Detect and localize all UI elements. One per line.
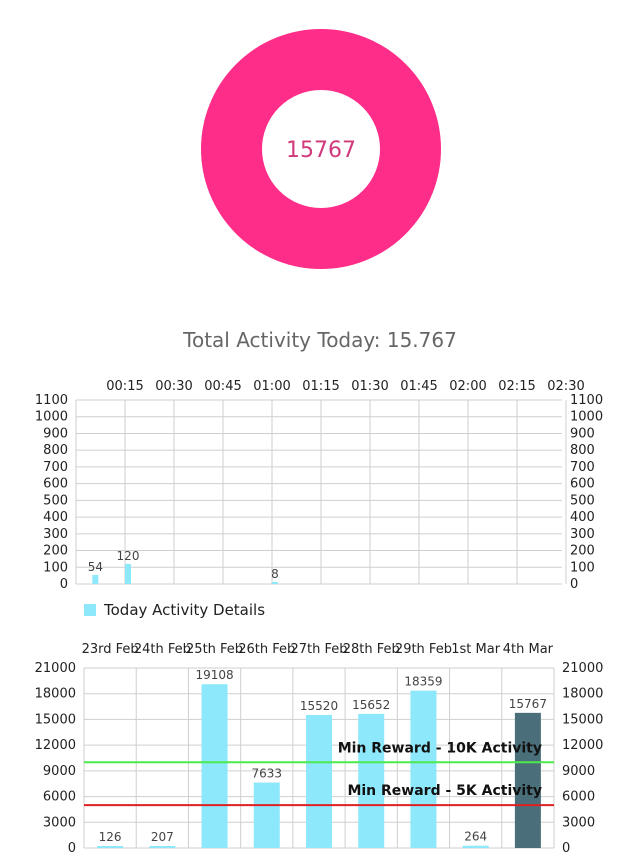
bar (201, 684, 228, 848)
y-tick-label-left: 21000 (35, 661, 76, 676)
x-tick-label: 00:15 (106, 379, 143, 394)
y-tick-label-left: 18000 (35, 687, 76, 702)
hourly-chart-legend: Today Activity Details (84, 601, 265, 619)
bar (97, 846, 124, 848)
x-tick-label: 00:45 (204, 379, 241, 394)
y-tick-label-left: 100 (43, 560, 68, 575)
x-tick-label: 24th Feb (134, 642, 191, 657)
x-tick-label: 02:00 (449, 379, 486, 394)
x-tick-label: 02:30 (547, 379, 584, 394)
bar (410, 690, 437, 848)
x-tick-label: 01:00 (253, 379, 290, 394)
y-tick-label-left: 12000 (35, 738, 76, 753)
y-tick-label-right: 15000 (562, 712, 603, 727)
daily-activity-chart: 0 0 3000 3000 6000 6000 9000 9000 12000 12000 1500… (35, 642, 604, 856)
x-tick-label: 01:45 (400, 379, 437, 394)
y-tick-label-right: 3000 (562, 815, 595, 830)
bar (462, 845, 489, 848)
bar-value-label: 15767 (509, 697, 547, 711)
y-tick-label-right: 800 (570, 443, 595, 458)
x-tick-label: 4th Mar (503, 642, 554, 657)
x-tick-label: 29th Feb (395, 642, 452, 657)
x-tick-label: 02:15 (498, 379, 535, 394)
bar (306, 714, 332, 848)
x-tick-label: 26th Feb (238, 642, 295, 657)
donut-center-value: 15767 (286, 138, 356, 163)
y-tick-label-left: 600 (43, 477, 68, 492)
x-tick-label: 01:15 (302, 379, 339, 394)
y-tick-label-right: 600 (570, 477, 595, 492)
y-tick-label-left: 9000 (43, 764, 76, 779)
y-tick-label-right: 0 (570, 577, 578, 592)
y-tick-label-left: 400 (43, 510, 68, 525)
activity-donut-chart: 15767 (201, 29, 441, 269)
legend-swatch (84, 604, 96, 616)
y-tick-label-right: 21000 (562, 661, 603, 676)
reference-line-label: Min Reward - 5K Activity (347, 783, 542, 799)
bar (253, 782, 280, 848)
bar-value-label: 264 (464, 830, 487, 844)
y-tick-label-right: 9000 (562, 764, 595, 779)
y-tick-label-right: 500 (570, 493, 595, 508)
y-tick-label-right: 6000 (562, 790, 595, 805)
y-tick-label-right: 300 (570, 527, 595, 542)
bar-value-label: 18359 (404, 675, 442, 689)
bar-value-label: 15652 (352, 698, 390, 712)
x-tick-label: 28th Feb (343, 642, 400, 657)
bar (514, 712, 541, 848)
y-tick-label-left: 0 (60, 577, 68, 592)
y-tick-label-left: 3000 (43, 815, 76, 830)
donut-ring (201, 29, 441, 269)
bar-value-label: 120 (117, 549, 140, 563)
bar-value-label: 7633 (252, 767, 283, 781)
x-tick-label: 00:30 (155, 379, 192, 394)
y-tick-label-right: 200 (570, 544, 595, 559)
y-tick-label-left: 700 (43, 460, 68, 475)
bar (92, 574, 99, 584)
bar (125, 563, 131, 584)
bar-value-label: 19108 (195, 668, 233, 682)
reference-line-label: Min Reward - 10K Activity (338, 740, 542, 756)
y-tick-label-right: 1000 (570, 410, 603, 425)
bar (149, 846, 176, 848)
y-tick-label-left: 1100 (35, 393, 68, 408)
y-tick-label-left: 800 (43, 443, 68, 458)
y-tick-label-right: 700 (570, 460, 595, 475)
bar (272, 582, 278, 584)
total-activity-today: Total Activity Today: 15.767 (183, 328, 457, 352)
y-tick-label-left: 15000 (35, 712, 76, 727)
y-tick-label-left: 1000 (35, 410, 68, 425)
y-tick-label-left: 500 (43, 493, 68, 508)
bar-value-label: 54 (88, 560, 103, 574)
x-tick-label: 23rd Feb (82, 642, 139, 657)
y-tick-label-right: 900 (570, 426, 595, 441)
x-tick-label: 1st Mar (451, 642, 500, 657)
y-tick-label-left: 300 (43, 527, 68, 542)
bar-value-label: 126 (99, 830, 122, 844)
bar-value-label: 207 (151, 830, 174, 844)
y-tick-label-left: 900 (43, 426, 68, 441)
x-tick-label: 01:30 (351, 379, 388, 394)
y-tick-label-left: 200 (43, 544, 68, 559)
legend-label: Today Activity Details (104, 601, 266, 619)
y-tick-label-right: 100 (570, 560, 595, 575)
bar (358, 713, 385, 848)
y-tick-label-right: 400 (570, 510, 595, 525)
y-tick-label-right: 18000 (562, 687, 603, 702)
bar-value-label: 8 (271, 567, 279, 581)
y-tick-label-right: 1100 (570, 393, 603, 408)
y-tick-label-right: 12000 (562, 738, 603, 753)
bar-value-label: 15520 (300, 699, 338, 713)
x-tick-label: 27th Feb (290, 642, 347, 657)
x-tick-label: 25th Feb (186, 642, 243, 657)
y-tick-label-right: 0 (562, 841, 570, 856)
y-tick-label-left: 0 (68, 841, 76, 856)
y-tick-label-left: 6000 (43, 790, 76, 805)
